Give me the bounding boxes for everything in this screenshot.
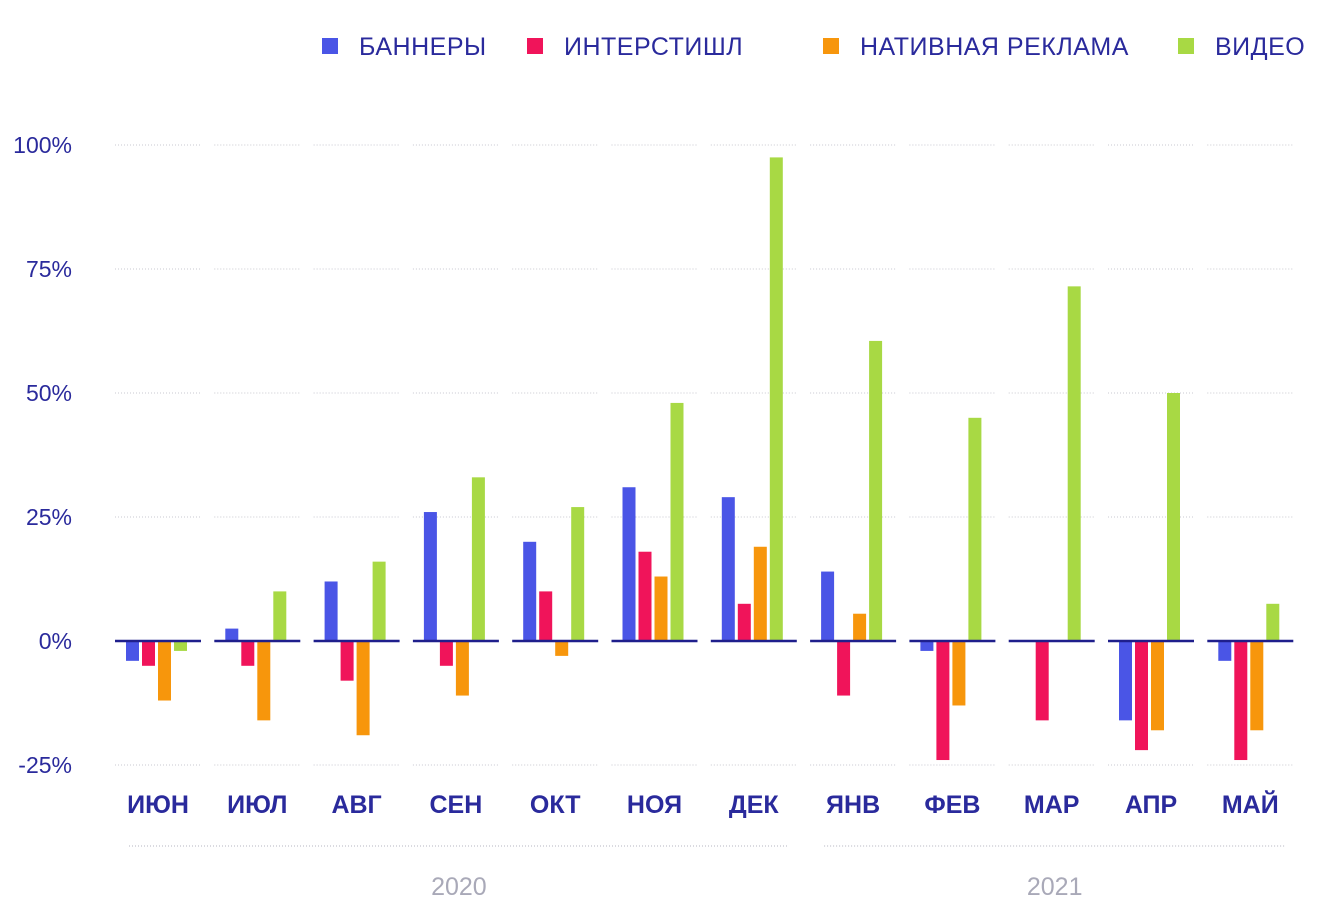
year-label: 2020: [431, 873, 487, 901]
bar: [721, 497, 735, 641]
bar: [356, 641, 370, 736]
bar: [1266, 603, 1280, 641]
bar: [471, 477, 485, 641]
bar: [174, 641, 187, 651]
x-tick-label: МАР: [1024, 791, 1080, 819]
bar: [142, 641, 155, 666]
bar: [273, 591, 287, 641]
bar: [340, 641, 354, 681]
grid-lines: [115, 144, 1294, 766]
y-tick-label: -25%: [18, 752, 72, 778]
y-tick-label: 25%: [26, 504, 72, 530]
x-tick-label: ИЮН: [127, 791, 189, 819]
bar: [539, 591, 553, 641]
bar: [439, 641, 453, 666]
bar: [126, 641, 139, 661]
x-tick-label: ЯНВ: [826, 791, 880, 819]
bar: [555, 641, 569, 656]
x-tick-label: АПР: [1125, 791, 1177, 819]
bar: [1250, 641, 1264, 731]
bar: [225, 628, 239, 641]
y-tick-label: 100%: [13, 132, 72, 158]
legend-label: НАТИВНАЯ РЕКЛАМА: [860, 33, 1129, 61]
bar: [769, 157, 783, 641]
bar: [1218, 641, 1232, 661]
bar: [324, 581, 338, 641]
legend-swatch: [322, 38, 338, 54]
legend-swatch: [1178, 38, 1194, 54]
bar: [1035, 641, 1049, 721]
y-tick-label: 75%: [26, 256, 72, 282]
y-axis: 100% 75% 50% 25% 0% -25%: [13, 132, 72, 778]
bar: [853, 613, 867, 641]
bar: [1167, 393, 1180, 641]
x-tick-label: ОКТ: [530, 791, 581, 819]
bar: [241, 641, 255, 666]
legend-label: БАННЕРЫ: [359, 33, 487, 61]
x-axis: ИЮН ИЮЛ АВГ СЕН ОКТ НОЯ ДЕК ЯНВ ФЕВ МАР АПР МАЙ: [127, 789, 1279, 819]
bar: [753, 546, 767, 641]
bar: [654, 576, 668, 641]
bar: [1135, 641, 1148, 751]
bar: [571, 507, 585, 641]
x-tick-label: СЕН: [430, 791, 483, 819]
legend-label: ВИДЕО: [1215, 33, 1305, 61]
bar: [1151, 641, 1164, 731]
x-tick-label: АВГ: [331, 791, 381, 819]
bar: [257, 641, 271, 721]
legend-label: ИНТЕРСТИШЛ: [564, 33, 743, 61]
y-tick-label: 0%: [39, 628, 72, 654]
bar: [622, 487, 636, 641]
x-tick-label: ДЕК: [729, 791, 779, 819]
bar: [1119, 641, 1132, 721]
bar: [837, 641, 851, 696]
legend-swatch: [823, 38, 839, 54]
bar: [920, 641, 934, 651]
legend-swatch: [527, 38, 543, 54]
bars: [126, 157, 1280, 761]
bar: [936, 641, 950, 761]
bar: [952, 641, 966, 706]
bar: [158, 641, 171, 701]
bar: [455, 641, 469, 696]
bar: [423, 512, 437, 641]
year-label: 2021: [1027, 873, 1083, 901]
bar: [737, 603, 751, 641]
bar: [523, 541, 537, 641]
x-tick-label: НОЯ: [627, 791, 682, 819]
y-tick-label: 50%: [26, 380, 72, 406]
bar: [1234, 641, 1248, 761]
year-groups: 2020 2021: [129, 845, 1286, 901]
bar: [1067, 286, 1081, 641]
bar: [869, 340, 883, 641]
legend: БАННЕРЫ ИНТЕРСТИШЛ НАТИВНАЯ РЕКЛАМА ВИДЕО: [322, 33, 1305, 61]
bar: [670, 402, 684, 641]
bar: [372, 561, 386, 641]
bar: [968, 417, 982, 641]
x-tick-label: МАЙ: [1222, 789, 1279, 819]
x-tick-label: ИЮЛ: [227, 791, 287, 819]
x-tick-label: ФЕВ: [924, 791, 980, 819]
bar: [821, 571, 835, 641]
bar: [638, 551, 652, 641]
